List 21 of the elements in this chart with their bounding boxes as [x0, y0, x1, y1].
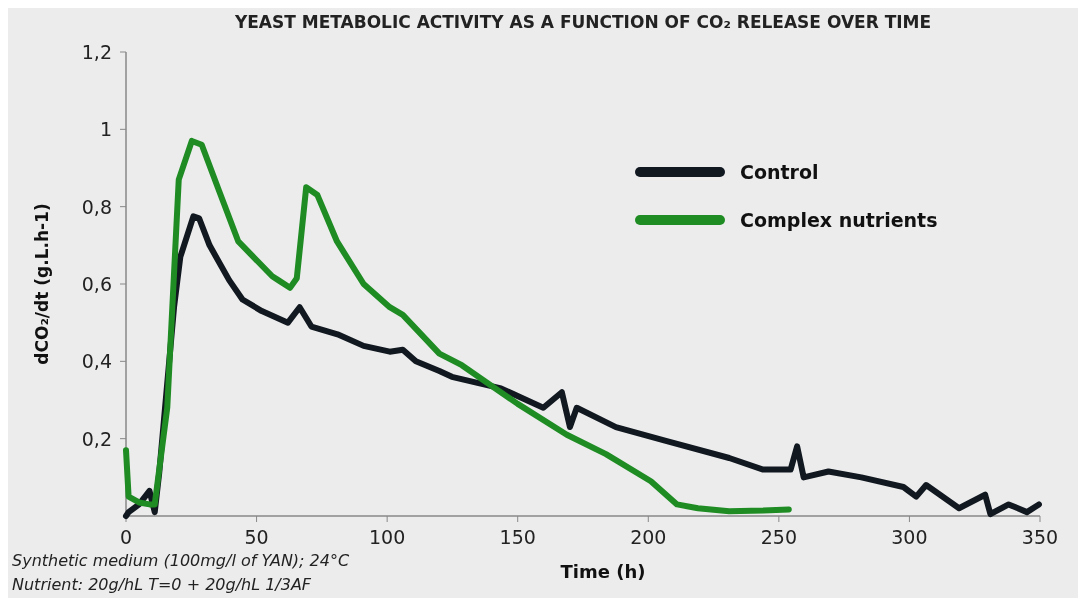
- x-tick-label: 350: [1021, 526, 1059, 548]
- chart-title: YEAST METABOLIC ACTIVITY AS A FUNCTION OF CO₂ RELEASE OVER TIME: [233, 12, 932, 32]
- y-tick-label: 1,2: [81, 41, 112, 63]
- x-axis-title: Time (h): [560, 561, 646, 582]
- x-tick-label: 250: [760, 526, 797, 548]
- x-tick-label: 50: [244, 526, 269, 548]
- x-tick-label: 100: [369, 526, 406, 548]
- y-tick-label: 0,6: [81, 273, 112, 295]
- y-tick-label: 0,4: [81, 350, 112, 373]
- text: Nutrient: 20g/hL T=0 + 20g/hL 1/3AF: [12, 575, 312, 594]
- y-tick-label: 0,2: [81, 427, 112, 450]
- text: Synthetic medium (100mg/l of YAN); 24°C: [12, 551, 350, 570]
- x-tick-label: 150: [499, 526, 536, 548]
- y-tick-label: 0,8: [81, 195, 112, 218]
- legend-label: Complex nutrients: [740, 209, 938, 231]
- x-tick-label: 200: [630, 526, 667, 548]
- legend-label: Control: [740, 161, 819, 183]
- x-tick-label: 300: [891, 526, 928, 548]
- y-axis-title: dCO₂/dt (g.L.h-1): [32, 203, 52, 365]
- y-tick-label: 1: [99, 118, 112, 141]
- x-tick-label: 0: [119, 526, 133, 548]
